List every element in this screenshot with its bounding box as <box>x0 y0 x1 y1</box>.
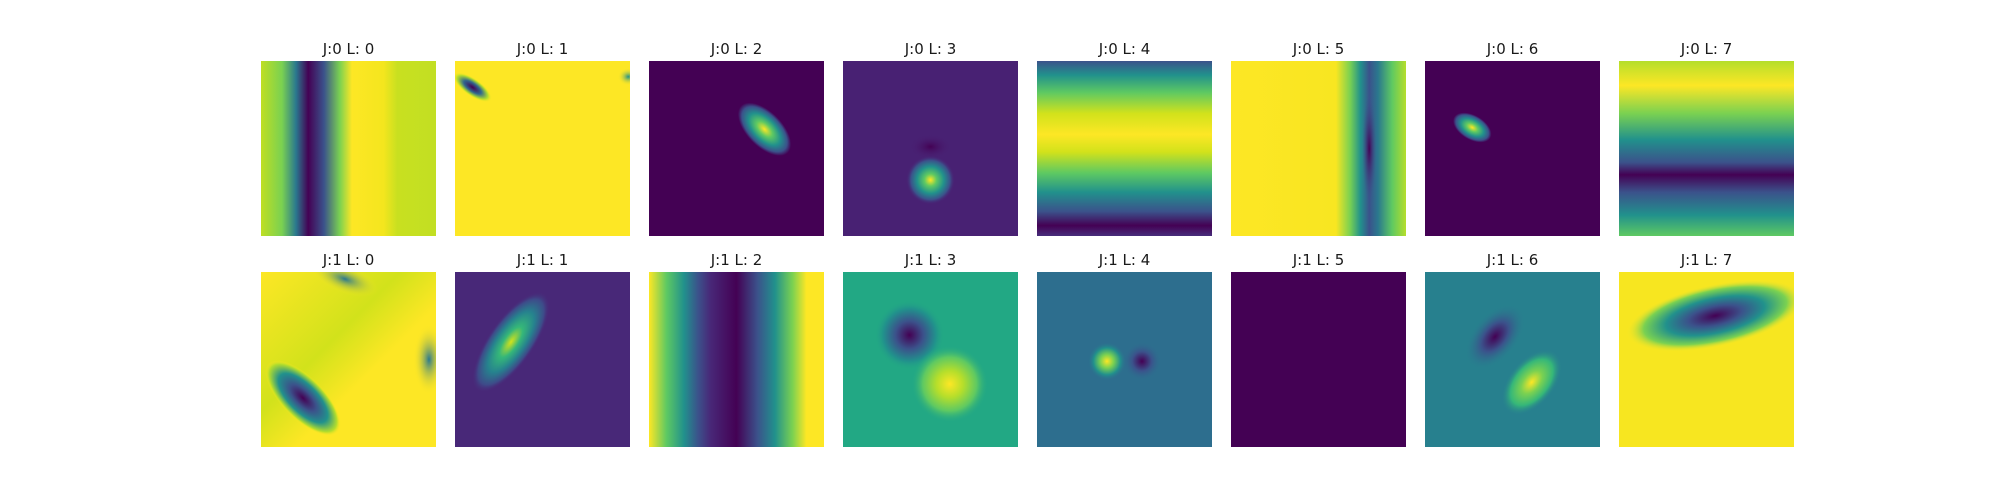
filter-image <box>843 272 1018 447</box>
panel-title: J:1 L: 4 <box>1098 251 1151 269</box>
filter-image <box>843 61 1018 236</box>
filter-image <box>1037 272 1212 447</box>
panel-title: J:0 L: 0 <box>322 40 375 58</box>
panel-title: J:1 L: 5 <box>1292 251 1345 269</box>
panel-title: J:0 L: 2 <box>710 40 763 58</box>
panel-title: J:0 L: 1 <box>516 40 569 58</box>
filter-image <box>649 272 824 447</box>
filter-image <box>261 272 436 447</box>
panel-title: J:0 L: 5 <box>1292 40 1345 58</box>
panel-title: J:0 L: 6 <box>1486 40 1539 58</box>
filter-image <box>1619 272 1794 447</box>
panel-title: J:1 L: 3 <box>904 251 957 269</box>
filter-image <box>1425 272 1600 447</box>
filter-image <box>1619 61 1794 236</box>
panel-title: J:1 L: 7 <box>1680 251 1733 269</box>
filter-image <box>455 61 630 236</box>
panel-title: J:0 L: 3 <box>904 40 957 58</box>
filter-image <box>649 61 824 236</box>
filter-image <box>1037 61 1212 236</box>
filter-image <box>455 272 630 447</box>
filter-image <box>1231 61 1406 236</box>
filter-image <box>261 61 436 236</box>
panel-title: J:1 L: 0 <box>322 251 375 269</box>
panel-title: J:1 L: 6 <box>1486 251 1539 269</box>
panel-title: J:0 L: 7 <box>1680 40 1733 58</box>
panel-title: J:0 L: 4 <box>1098 40 1151 58</box>
panel-title: J:1 L: 1 <box>516 251 569 269</box>
filter-image <box>1231 272 1406 447</box>
panel-title: J:1 L: 2 <box>710 251 763 269</box>
filter-image <box>1425 61 1600 236</box>
